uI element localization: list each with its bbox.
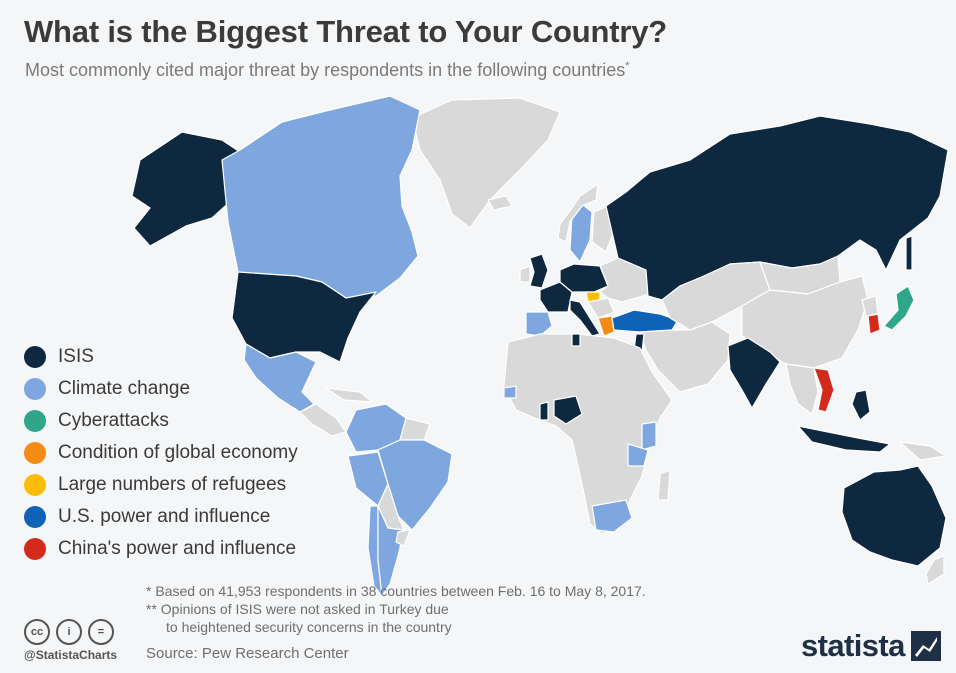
legend-item: China's power and influence [24,533,298,565]
source-note: Source: Pew Research Center [146,645,349,662]
country-argentina [377,505,405,597]
legend-swatch [24,410,46,432]
region-balkans [587,297,615,319]
country-australia [841,465,947,567]
legend-item: Climate change [24,373,298,405]
footnote-turkey: ** Opinions of ISIS were not asked in Tu… [146,601,449,617]
country-canada [221,95,421,299]
legend-label: U.S. power and influence [58,506,271,527]
legend-swatch [24,506,46,528]
legend-swatch [24,538,46,560]
legend-swatch [24,442,46,464]
social-handle[interactable]: @StatistaCharts [24,648,118,662]
legend-label: Cyberattacks [58,410,169,431]
legend-item: Condition of global economy [24,437,298,469]
country-greece [597,315,615,337]
country-nigeria [553,395,583,425]
footnote-turkey-continued: to heightened security concerns in the c… [166,619,452,635]
country-madagascar [657,469,671,501]
country-south-africa [591,499,633,533]
cc-icon[interactable]: cc [24,619,50,645]
country-ghana [539,401,549,421]
legend-swatch [24,346,46,368]
by-icon[interactable]: i [56,619,82,645]
legend-label: Condition of global economy [58,442,298,463]
legend-item: Large numbers of refugees [24,469,298,501]
region-middle-east [639,321,731,393]
country-south-korea [867,313,881,335]
country-germany-poland [559,263,609,293]
country-japan [883,285,915,331]
legend-label: China's power and influence [58,538,297,559]
country-north-korea [861,295,879,317]
brand-wordmark: statista [801,628,905,663]
legend-item: ISIS [24,341,298,373]
subtitle-footnote-mark: * [625,60,630,72]
island-sakhalin [905,235,913,271]
country-greenland [411,97,561,229]
region-central-america [299,403,347,437]
country-indonesia [797,425,891,453]
chart-title: What is the Biggest Threat to Your Count… [24,14,667,49]
country-alaska [131,131,241,247]
country-tunisia [571,333,581,347]
country-senegal [503,385,517,399]
country-vietnam [813,367,835,413]
country-mexico [243,343,317,413]
legend-item: Cyberattacks [24,405,298,437]
legend-label: Large numbers of refugees [58,474,287,495]
country-philippines [851,389,871,421]
country-uk [529,253,549,289]
legend-label: Climate change [58,378,191,399]
legend-item: U.S. power and influence [24,501,298,533]
region-caribbean [325,387,373,403]
chart-subtitle: Most commonly cited major threat by resp… [25,60,630,81]
legend-label: ISIS [58,346,94,367]
country-india [727,337,781,409]
legend-swatch [24,474,46,496]
region-guianas [399,417,431,441]
license-icons: cc i = [24,619,120,645]
map-legend: ISIS Climate change Cyberattacks Conditi… [24,341,298,565]
country-ireland [519,265,531,283]
footnote-respondents: * Based on 41,953 respondents in 38 coun… [146,583,646,599]
statista-logo-icon [910,631,941,661]
statista-logo[interactable]: statista [801,628,941,664]
legend-swatch [24,378,46,400]
country-italy [569,299,601,337]
country-uruguay [395,529,411,547]
country-new-zealand [925,555,945,585]
country-png [899,441,947,461]
country-norway [557,183,599,243]
country-tanzania [627,443,649,467]
subtitle-text: Most commonly cited major threat by resp… [25,60,626,80]
country-russia [605,115,949,301]
country-kenya [641,421,657,451]
region-se-asia [785,363,819,415]
nd-icon[interactable]: = [88,619,114,645]
country-iceland [487,195,513,211]
country-turkey [611,309,679,333]
country-spain [525,311,553,337]
